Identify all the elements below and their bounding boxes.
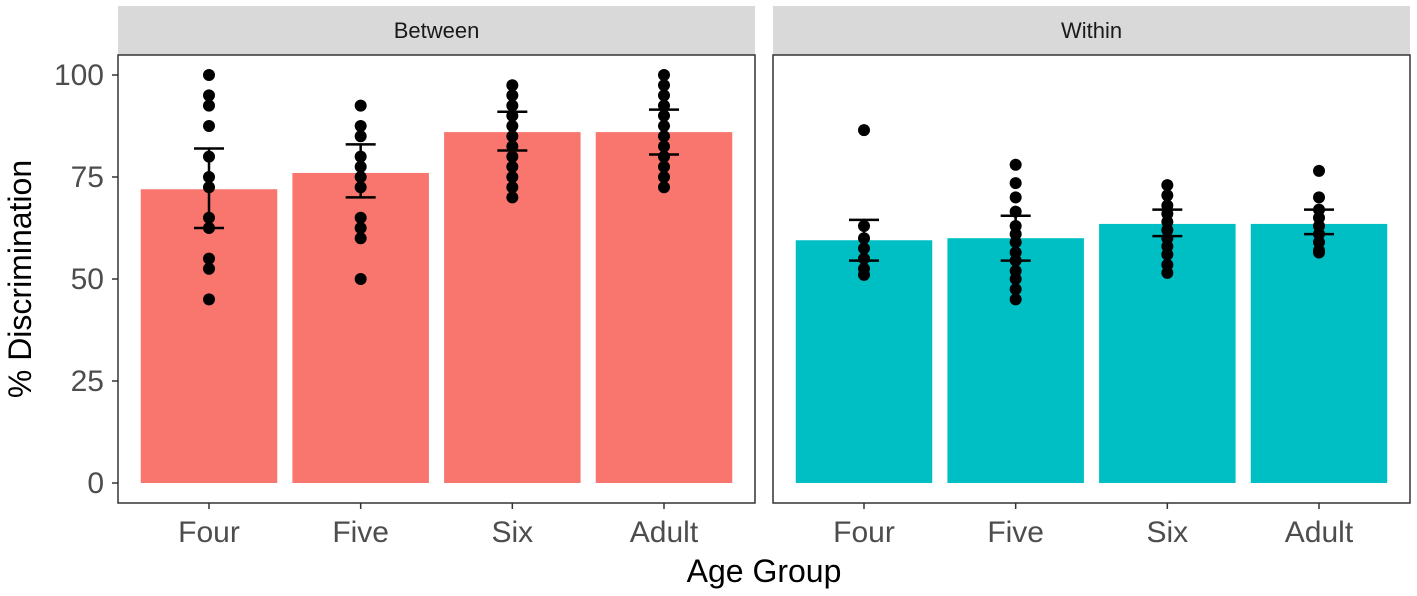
point-between-six-9 [506, 171, 519, 183]
x-tick-label-between-six: Six [491, 516, 533, 549]
strip-between-bg [118, 6, 755, 55]
point-between-adult-4 [658, 109, 670, 122]
point-between-four-7 [203, 211, 215, 224]
point-within-five-3 [1009, 205, 1022, 218]
point-between-four-10 [203, 262, 215, 275]
point-between-five-2 [354, 130, 367, 143]
point-between-six-11 [506, 191, 519, 204]
point-within-four-0 [858, 124, 870, 137]
point-within-adult-0 [1313, 164, 1325, 177]
point-between-four-4 [203, 150, 215, 163]
point-between-six-5 [506, 130, 519, 143]
point-between-six-3 [506, 109, 519, 122]
point-between-five-3 [354, 150, 367, 163]
point-between-five-5 [354, 171, 367, 183]
point-within-five-6 [1009, 236, 1022, 249]
point-between-six-1 [506, 89, 519, 102]
y-tick-label-75: 75 [71, 161, 104, 194]
point-between-four-6 [203, 181, 215, 194]
point-between-six-8 [506, 160, 519, 173]
point-within-five-12 [1009, 293, 1022, 306]
point-between-five-7 [354, 211, 367, 224]
point-between-six-6 [506, 140, 519, 153]
point-within-six-0 [1161, 179, 1174, 192]
x-tick-label-within-four: Four [833, 516, 895, 549]
point-between-five-4 [354, 160, 367, 173]
point-between-five-6 [354, 181, 367, 194]
y-tick-label-0: 0 [87, 467, 104, 500]
strip-within-bg [773, 6, 1410, 55]
point-between-four-9 [203, 252, 215, 265]
bar-between-four [140, 189, 278, 484]
panel-within-border [772, 54, 1411, 504]
point-between-five-8 [354, 222, 367, 234]
y-tick-label-50: 50 [71, 263, 104, 296]
point-between-four-0 [203, 69, 215, 81]
point-between-six-10 [506, 181, 519, 194]
x-tick-label-between-adult: Adult [630, 516, 699, 549]
strip-between-label: Between [394, 18, 480, 43]
point-between-four-5 [203, 171, 215, 183]
point-between-adult-11 [658, 181, 670, 194]
point-between-adult-8 [658, 150, 670, 163]
x-tick-label-within-six: Six [1146, 516, 1188, 549]
x-tick-label-between-five: Five [332, 516, 389, 549]
x-axis-title: Age Group [687, 553, 842, 589]
point-within-five-11 [1009, 283, 1022, 296]
point-within-five-2 [1009, 191, 1022, 204]
point-within-four-1 [858, 219, 870, 232]
point-between-adult-7 [658, 140, 670, 153]
point-within-adult-1 [1313, 191, 1325, 204]
point-within-four-6 [858, 268, 870, 281]
point-between-five-10 [354, 273, 367, 285]
point-between-adult-6 [658, 130, 670, 143]
point-within-six-10 [1161, 266, 1174, 279]
y-axis-title: % Discrimination [2, 160, 38, 398]
point-between-five-9 [354, 232, 367, 245]
point-within-four-3 [858, 242, 870, 255]
strip-within-label: Within [1061, 18, 1122, 43]
point-between-adult-0 [658, 69, 670, 81]
point-between-adult-1 [658, 79, 670, 92]
point-between-six-4 [506, 120, 519, 132]
bar-within-adult [1250, 223, 1388, 484]
point-between-six-7 [506, 150, 519, 163]
point-within-five-1 [1009, 177, 1022, 190]
point-between-five-0 [354, 99, 367, 112]
point-within-adult-8 [1313, 246, 1325, 259]
point-between-four-2 [203, 99, 215, 112]
point-within-four-4 [858, 252, 870, 265]
point-between-six-2 [506, 99, 519, 112]
point-between-adult-2 [658, 89, 670, 102]
point-within-six-1 [1161, 189, 1174, 202]
point-between-four-11 [203, 293, 215, 306]
point-within-five-10 [1009, 273, 1022, 285]
point-between-four-1 [203, 89, 215, 102]
point-between-adult-3 [658, 99, 670, 112]
point-between-adult-10 [658, 171, 670, 183]
x-tick-label-between-four: Four [178, 516, 240, 549]
point-between-adult-5 [658, 120, 670, 132]
point-within-four-2 [858, 232, 870, 245]
point-between-five-1 [354, 120, 367, 132]
y-tick-label-100: 100 [54, 59, 104, 92]
x-tick-label-within-five: Five [987, 516, 1044, 549]
y-tick-label-25: 25 [71, 365, 104, 398]
x-tick-label-within-adult: Adult [1285, 516, 1354, 549]
point-within-five-8 [1009, 254, 1022, 267]
point-within-five-0 [1009, 158, 1022, 171]
point-between-four-8 [203, 222, 215, 234]
point-within-six-8 [1161, 248, 1174, 261]
point-between-adult-9 [658, 160, 670, 173]
point-between-four-3 [203, 120, 215, 132]
point-between-six-0 [506, 79, 519, 92]
